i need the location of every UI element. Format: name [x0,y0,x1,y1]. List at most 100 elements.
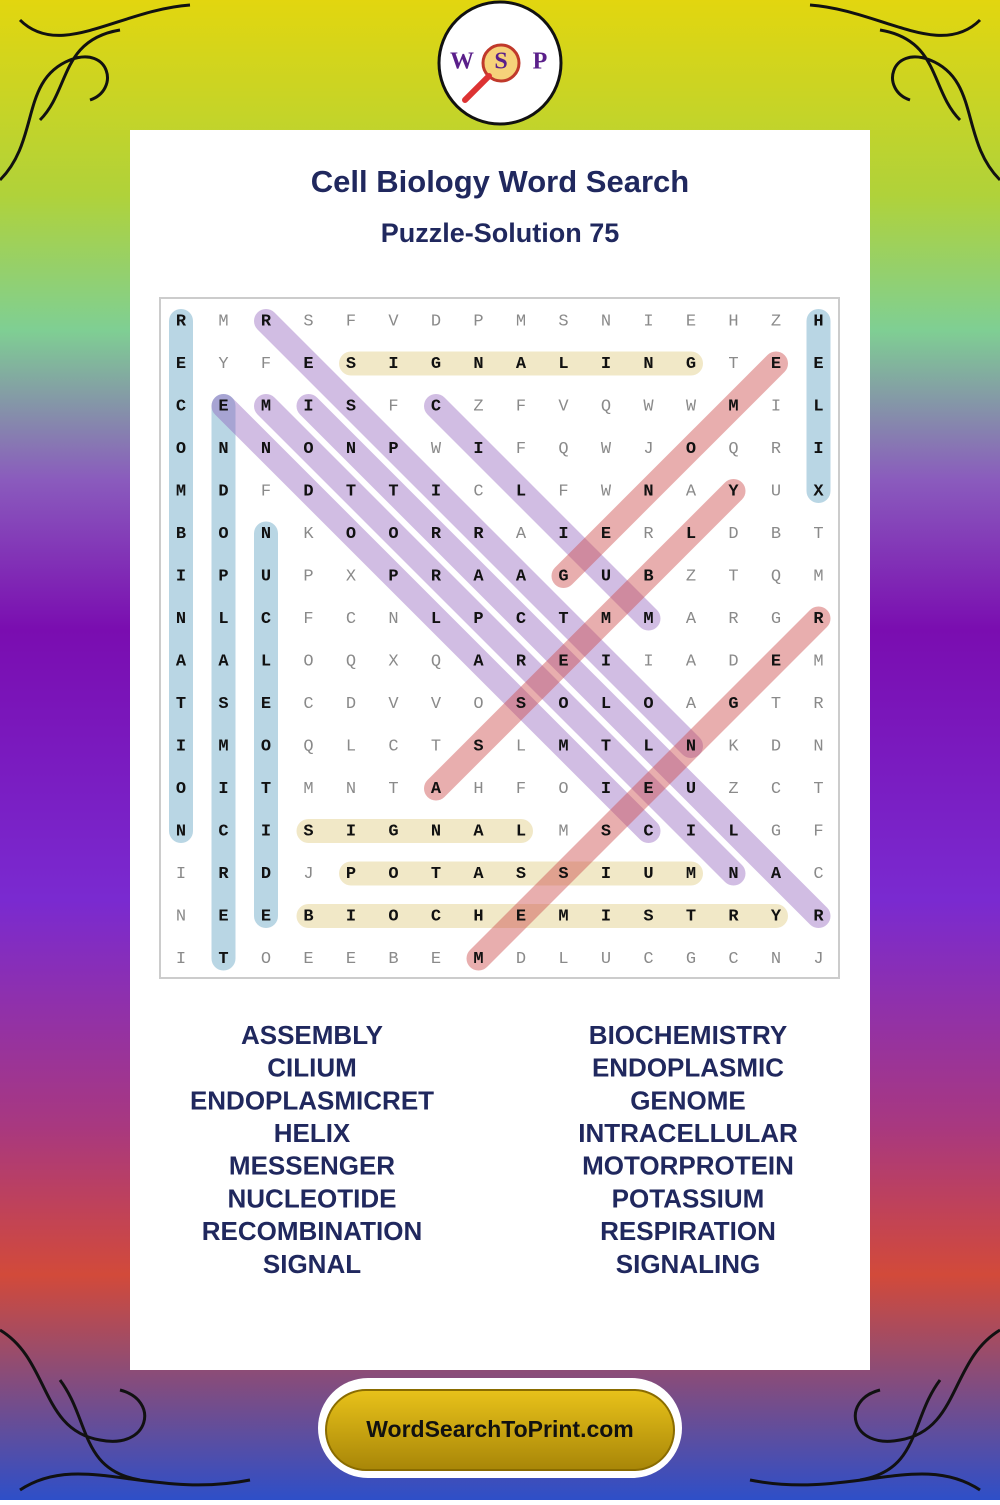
grid-letter: M [558,822,568,841]
grid-letter: C [431,907,441,926]
word-list-item: RESPIRATION [600,1216,776,1246]
grid-letter: C [261,610,271,629]
grid-letter: Y [728,482,739,501]
grid-letter: G [686,355,696,374]
corner-ornaments [0,3,1000,1492]
grid-letter: M [218,312,228,331]
word-list-item: POTASSIUM [612,1183,765,1213]
grid-letter: S [516,695,526,714]
grid-letter: L [558,355,568,374]
logo-handle [462,73,492,103]
grid-letter: H [728,312,738,331]
panel [130,130,870,1370]
word-list-item: CILIUM [267,1053,357,1083]
grid-letter: N [643,482,653,501]
grid-letter: I [218,780,228,799]
grid-letter: L [431,610,441,629]
grid-letter: E [686,312,696,331]
grid-letter: F [558,482,568,501]
grid-letter: L [346,737,356,756]
grid-letter: G [771,610,781,629]
grid-letter: M [686,865,696,884]
grid-letter: F [516,780,526,799]
grid-letter: L [516,737,526,756]
grid-letter: M [176,482,186,501]
grid-letter: Z [473,397,483,416]
grid-letter: F [516,440,526,459]
grid-letter: G [771,822,781,841]
grid-letter: M [728,397,738,416]
grid-letter: T [728,567,738,586]
grid-letter: O [686,440,696,459]
grid-letter: C [728,950,738,969]
grid-letter: N [176,610,186,629]
site-link[interactable]: WordSearchToPrint.com [366,1416,634,1442]
grid-letter: I [686,822,696,841]
grid-letter: E [643,780,653,799]
grid-letter: K [303,525,314,544]
grid-letter: N [176,822,186,841]
grid-letter: T [431,737,441,756]
grid-letter: E [813,355,823,374]
grid-letter: F [813,822,823,841]
grid-letter: L [218,610,228,629]
grid-letter: A [473,865,484,884]
grid-letter: M [261,397,271,416]
grid-frame [159,297,840,979]
grid-letter: I [473,440,483,459]
grid-letter: L [813,397,823,416]
grid-letter: P [388,567,398,586]
grid-letter: N [261,525,271,544]
word-highlight [254,394,746,886]
grid-letter: I [388,355,398,374]
grid-letter: L [516,822,526,841]
grid-letter: M [303,780,313,799]
grid-letter: A [686,482,697,501]
grid-letter: D [303,482,313,501]
grid-letter: N [813,737,823,756]
grid-letter: O [261,737,271,756]
grid-letter: Z [728,780,738,799]
grid-letter: F [516,397,526,416]
grid-letter: O [473,695,483,714]
grid-letter: F [346,312,356,331]
logo-letter: P [533,49,548,75]
grid-letter: D [728,652,738,671]
grid-letter: I [176,950,186,969]
grid-letter: N [218,440,228,459]
site-button[interactable] [325,1389,675,1471]
word-highlight [211,394,661,843]
grid-letter: W [686,397,697,416]
grid-letter: G [686,950,696,969]
grid-letter: H [813,312,823,331]
subtitle: Puzzle-Solution 75 [381,218,620,248]
grid-letter: S [473,737,483,756]
grid-letter: I [813,440,823,459]
grid-letter: M [643,610,653,629]
grid-letter: W [601,482,612,501]
grid-letter: U [643,865,653,884]
grid-letter: A [686,610,697,629]
grid-letter: E [558,652,568,671]
grid-letter: T [176,695,186,714]
grid-letter: V [388,312,399,331]
grid-letter: U [601,567,611,586]
grid-letter: V [431,695,442,714]
grid-letter: E [346,950,356,969]
grid-letter: Q [601,397,611,416]
logo-lens [481,43,521,83]
grid-letter: M [218,737,228,756]
grid-letter: R [261,312,272,331]
grid-letter: S [558,865,568,884]
grid-letter: C [643,950,653,969]
grid-letter: Q [303,737,313,756]
grid-letter: O [388,525,398,544]
grid-letter: E [176,355,186,374]
grid-letter: X [346,567,356,586]
grid-letter: N [686,737,696,756]
grid-letter: C [431,397,441,416]
grid-letter: I [346,822,356,841]
grid-letter: T [728,355,738,374]
grid-letter: N [431,822,441,841]
grid-letter: E [431,950,441,969]
